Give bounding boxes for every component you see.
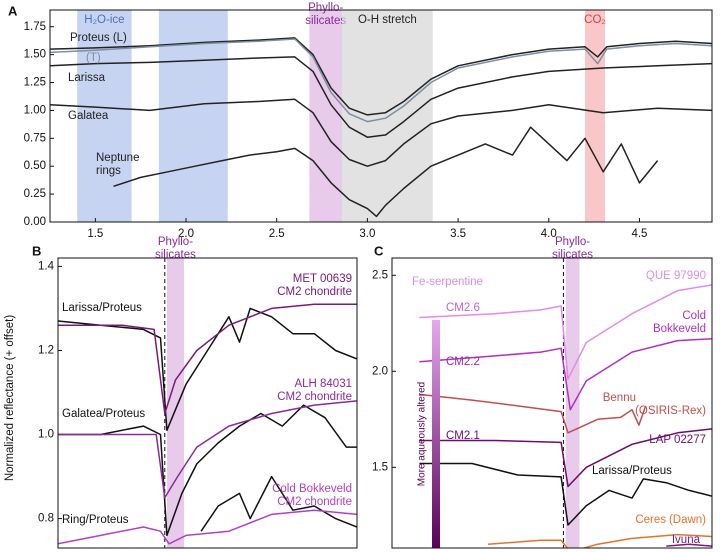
series-label: MET 00639 CM2 chondrite [277,273,352,298]
spectrum-line [200,475,357,532]
shaded-region [565,258,580,548]
y-axis-label: Normalized reflectance (+ offset) [4,315,16,481]
series-label: ALH 84031 CM2 chondrite [277,378,352,403]
region-label: CO₂ [584,14,606,26]
spectrum-line [419,462,712,526]
series-source: (Dawn) [669,514,706,526]
panel: A H₂O-ice Phyllo-silicates O-H stretch CO₂ 0.… [8,2,713,240]
series-label: Neptune rings [96,152,139,177]
spectrum-line [50,37,712,116]
spectrum-line [419,284,712,380]
series-label: Galatea [68,110,109,122]
annotation: CM2.6 [446,302,480,314]
y-tick-label: 1.0 [38,429,54,441]
shaded-region [342,10,433,222]
region-label: Phyllo-silicates [305,2,346,27]
y-tick-label: 1.00 [24,104,46,116]
y-tick-label: 1.25 [24,77,46,89]
y-tick-label: 0.75 [24,132,46,144]
colorbar-label: More aqueously altered [417,382,428,487]
series-label: Proteus (L) [70,32,127,44]
shaded-region [77,10,132,222]
y-tick-label: 1.75 [24,21,46,33]
region-label: H₂O-ice [84,14,124,26]
colorbar [432,320,440,548]
x-tick-label: 4.5 [631,228,647,240]
x-tick-label: 3.0 [359,228,375,240]
spectrum-line [113,126,659,218]
series-label: Larissa [68,72,106,84]
shaded-region [166,258,185,548]
series-label: Ring/Proteus [62,514,129,526]
annotation: CM2.2 [446,356,480,368]
spectrum-line [58,303,357,415]
y-tick-label: 0.00 [24,216,46,228]
x-tick-label: 2.0 [178,228,194,240]
y-tick-label: 0.25 [24,188,46,200]
series-label: Cold Bokkeveld [653,310,706,335]
series-label: Ivuna [672,534,701,546]
region-label: O-H stretch [358,14,417,26]
y-tick-label: 1.2 [38,344,54,356]
series-label: (T) [86,52,101,64]
y-tick-label: 1.4 [38,260,55,272]
panel-letter: C [374,243,384,258]
series-label: Larissa/Proteus [592,465,672,477]
series-label: Bennu [603,392,636,404]
spectrum-line [419,428,712,488]
plot-frame [57,257,358,549]
series-label: LAP 02277 [649,434,706,446]
y-tick-label: 0.8 [38,513,54,525]
spectrum-line [58,404,357,537]
series-label: Galatea/Proteus [62,408,145,420]
region-label: Phyllo-silicates [155,236,196,261]
panel: B Phyllo-silicates 0.8 1.0 1.2 1.4 Larissa/Pro… [32,236,358,549]
series-label: Cold Bokkeveld CM2 chondrite [272,483,352,508]
x-tick-label: 2.5 [269,228,285,240]
spectrum-line [50,98,712,167]
x-tick-label: 3.5 [450,228,466,240]
panel-letter: A [8,3,18,18]
series-label: Ceres [635,514,666,526]
plot-frame [391,257,713,549]
y-tick-label: 1.50 [24,49,46,61]
y-tick-label: 2.5 [372,269,388,281]
spectrum-line [666,543,712,547]
spectrum-line [50,56,712,138]
spectrum-line [419,337,712,411]
annotation: CM2.1 [446,430,480,442]
region-label: Phyllo-silicates [552,236,593,261]
series-source: (OSIRIS-Rex) [635,405,706,417]
series-label: Larissa/Proteus [62,302,142,314]
panel-letter: B [32,243,41,258]
spectrum-line [58,307,357,432]
series-label: QUE 97990 [646,270,706,282]
spectrum-line [487,533,712,548]
spectrum-line [50,38,712,123]
x-tick-label: 4.0 [541,228,557,240]
spectrum-line [58,400,357,499]
spectrum-line [58,509,357,545]
panel: C Phyllo-silicates 1.5 2.0 2.5 QUE 97990 Cold B… [372,236,713,549]
y-tick-label: 1.5 [372,461,388,473]
y-tick-label: 2.0 [372,365,388,377]
plot-frame [49,9,713,223]
annotation: Fe-serpentine [412,276,483,288]
shaded-region [585,10,605,222]
spectrum-line [419,393,647,434]
x-tick-label: 1.5 [87,228,103,240]
y-tick-label: 0.50 [24,160,46,172]
